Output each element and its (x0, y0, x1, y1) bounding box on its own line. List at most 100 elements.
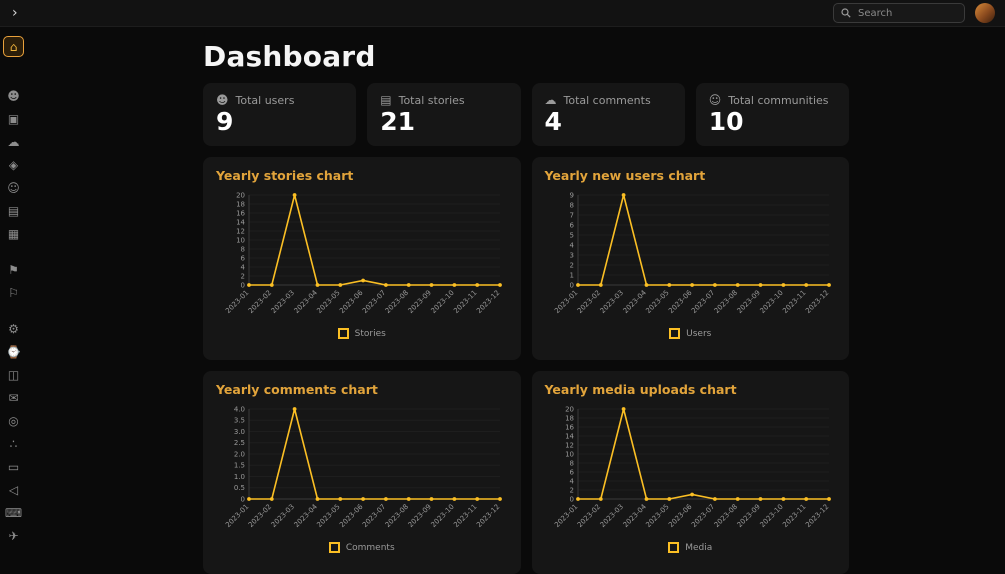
legend-label: Users (686, 328, 712, 339)
stat-value: 10 (708, 107, 744, 137)
svg-text:2023-10: 2023-10 (758, 289, 784, 315)
svg-text:14: 14 (565, 433, 574, 441)
svg-text:2023-03: 2023-03 (598, 503, 624, 529)
sidebar-item-megaphone[interactable]: ◁ (3, 478, 24, 501)
search-icon (841, 8, 851, 18)
svg-text:8: 8 (569, 460, 573, 468)
svg-text:2023-01: 2023-01 (553, 289, 579, 315)
chart-title: Yearly media uploads chart (544, 382, 737, 398)
sidebar-item-box[interactable]: ▣ (3, 107, 24, 130)
sidebar-item-chat[interactable]: ☁ (3, 130, 24, 153)
svg-text:2023-03: 2023-03 (598, 289, 624, 315)
main-column: Dashboard ☻ Total users 9 ▤ Total stories 21 ☁… (203, 42, 849, 574)
box-icon: ▣ (7, 111, 20, 126)
legend-swatch-icon (669, 328, 681, 340)
search-box[interactable] (833, 3, 965, 23)
sidebar-item-mail[interactable]: ✉ (3, 386, 24, 409)
sidebar-item-home[interactable]: ⌂ (3, 36, 24, 57)
svg-text:8: 8 (569, 202, 573, 210)
stat-value: 9 (216, 107, 234, 137)
share-icon: ∴ (9, 436, 18, 451)
sidebar-item-users[interactable]: ☺ (3, 176, 24, 199)
svg-text:2: 2 (569, 262, 573, 270)
sidebar-item-tag[interactable]: ◈ (3, 153, 24, 176)
chart-area: 0 0.5 1.0 1.5 2.0 2.5 3.0 3.5 4.0 2023-01 2023-02 2… (215, 399, 509, 554)
svg-text:2023-09: 2023-09 (735, 503, 761, 529)
svg-text:2023-08: 2023-08 (713, 503, 739, 529)
legend-swatch-icon (337, 328, 349, 340)
stat-card: ☻ Total users 9 (203, 83, 357, 147)
svg-text:2023-07: 2023-07 (690, 289, 716, 315)
svg-text:0: 0 (569, 496, 573, 504)
sidebar-item-briefcase[interactable]: ▭ (3, 455, 24, 478)
svg-text:2023-04: 2023-04 (293, 289, 320, 316)
svg-text:2023-03: 2023-03 (270, 503, 296, 529)
svg-text:2023-07: 2023-07 (690, 503, 716, 529)
sidebar-item-pin[interactable]: ◎ (3, 409, 24, 432)
sidebar: ⌂ ☻ ▣ ☁ ◈ ☺ ▤ ▦ ⚑ ⚐ ⚙ ⌚ ◫ ✉ ◎ ∴ ▭ ◁ ⌨ ✈ (0, 27, 27, 564)
svg-text:2023-10: 2023-10 (758, 503, 784, 529)
svg-text:2.5: 2.5 (234, 440, 245, 448)
users-icon: ☺ (7, 180, 20, 195)
stat-head: ☺ Total communities (709, 93, 836, 107)
sidebar-item-rocket[interactable]: ✈ (3, 524, 24, 547)
svg-text:2023-01: 2023-01 (224, 289, 250, 315)
svg-text:2023-07: 2023-07 (361, 289, 387, 315)
svg-text:2023-12: 2023-12 (804, 503, 830, 529)
svg-text:20: 20 (565, 406, 574, 414)
stat-value: 21 (380, 107, 416, 137)
svg-text:1.0: 1.0 (234, 473, 245, 481)
gear-icon: ⚙ (8, 321, 19, 336)
stats-row: ☻ Total users 9 ▤ Total stories 21 ☁ Total comm… (203, 83, 849, 147)
sidebar-item-file[interactable]: ▤ (3, 199, 24, 222)
comments-stat-icon: ☁ (544, 93, 557, 108)
svg-text:2023-01: 2023-01 (553, 503, 579, 529)
svg-text:2023-09: 2023-09 (407, 289, 433, 315)
legend-label: Stories (354, 328, 386, 339)
chart-canvas: 024681012141618202023-012023-022023-0320… (224, 192, 503, 316)
svg-text:3.0: 3.0 (234, 428, 245, 436)
page-title: Dashboard (203, 40, 376, 73)
svg-text:6: 6 (241, 255, 246, 263)
svg-text:1: 1 (569, 272, 573, 280)
sidebar-item-flag[interactable]: ⚑ (3, 258, 24, 281)
chart-legend: Comments (328, 542, 395, 554)
search-input[interactable] (856, 6, 957, 20)
svg-text:2023-04: 2023-04 (621, 289, 648, 316)
svg-text:2023-01: 2023-01 (224, 503, 250, 529)
sidebar-item-clock[interactable]: ⌚ (3, 340, 24, 363)
avatar[interactable] (975, 3, 995, 23)
svg-text:2023-05: 2023-05 (644, 289, 670, 315)
charts-grid: Yearly stories chart 0 2 4 6 8 10 12 14 16 18 20 202… (203, 157, 849, 574)
sidebar-item-package[interactable]: ▦ (3, 222, 24, 245)
stat-head: ☻ Total users (216, 93, 343, 107)
svg-text:7: 7 (569, 212, 573, 220)
sidebar-item-code[interactable]: ⌨ (3, 501, 24, 524)
topbar-right (833, 3, 995, 23)
svg-text:2023-06: 2023-06 (338, 503, 365, 530)
chart-legend: Users (669, 328, 712, 340)
sidebar-item-people[interactable]: ☻ (3, 84, 24, 107)
svg-text:2023-10: 2023-10 (430, 503, 456, 529)
svg-text:12: 12 (236, 228, 245, 236)
chart-legend: Stories (337, 328, 386, 340)
sidebar-item-share[interactable]: ∴ (3, 432, 24, 455)
stat-label: Total comments (563, 93, 651, 107)
sidebar-item-gear[interactable]: ⚙ (3, 317, 24, 340)
svg-text:2023-04: 2023-04 (621, 503, 648, 530)
flag-icon: ⚑ (8, 262, 19, 277)
code-icon: ⌨ (4, 505, 23, 520)
stat-head: ☁ Total comments (545, 93, 672, 107)
svg-text:9: 9 (569, 192, 573, 200)
rocket-icon: ✈ (8, 528, 19, 543)
svg-text:2023-10: 2023-10 (430, 289, 456, 315)
sidebar-toggle-icon[interactable]: › (12, 5, 18, 21)
legend-label: Comments (345, 542, 395, 553)
svg-text:2023-05: 2023-05 (644, 503, 670, 529)
sidebar-item-map[interactable]: ◫ (3, 363, 24, 386)
chart-canvas: 024681012141618202023-012023-022023-0320… (553, 406, 831, 530)
svg-text:2023-02: 2023-02 (247, 503, 273, 529)
chart-title: Yearly comments chart (216, 382, 378, 398)
pin-icon: ◎ (8, 413, 19, 428)
sidebar-item-flag2[interactable]: ⚐ (3, 281, 24, 304)
